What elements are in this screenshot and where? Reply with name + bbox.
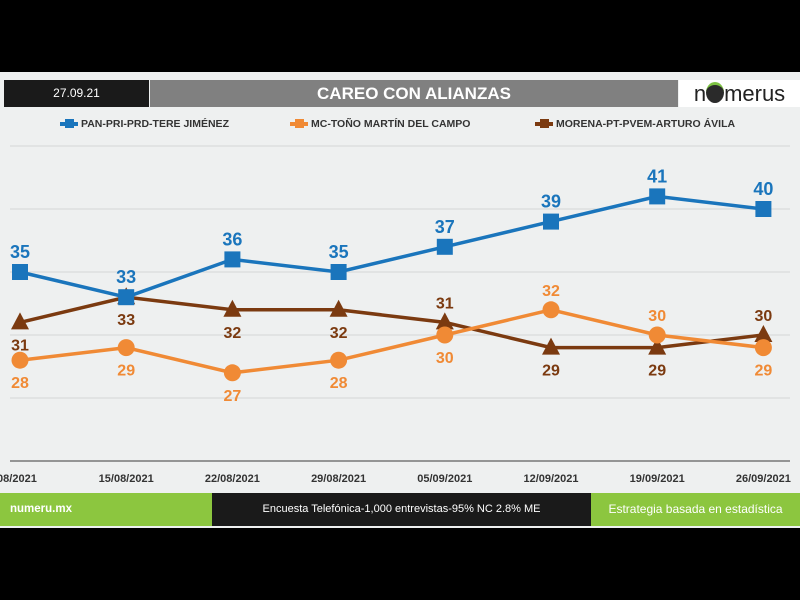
legend-item-mc: MC-TOÑO MARTÍN DEL CAMPO: [290, 118, 470, 130]
x-tick-label: /08/2021: [0, 473, 37, 485]
x-tick-label: 05/09/2021: [417, 473, 472, 485]
data-point: [330, 351, 348, 369]
data-label: 35: [10, 242, 30, 262]
data-label: 36: [222, 229, 242, 249]
data-point: [223, 364, 241, 382]
data-label: 35: [329, 242, 349, 262]
numerus-logo: n merus: [679, 80, 800, 107]
data-label: 30: [648, 308, 666, 325]
data-label: 33: [116, 267, 136, 287]
data-point: [648, 337, 667, 355]
data-point: [118, 289, 135, 306]
data-label: 40: [753, 179, 773, 199]
series-line: [19, 295, 764, 350]
data-label: 29: [117, 363, 135, 380]
data-point: [11, 312, 29, 330]
data-point: [649, 188, 666, 205]
data-point: [543, 213, 559, 230]
legend-item-pan: PAN-PRI-PRD-TERE JIMÉNEZ: [60, 118, 229, 130]
data-label: 30: [755, 308, 773, 325]
data-point: [648, 326, 666, 344]
footer-slogan: Estrategia basada en estadística: [591, 493, 800, 526]
data-point: [330, 264, 347, 280]
chart-title: CAREO CON ALIANZAS: [150, 80, 678, 107]
data-point: [223, 299, 242, 317]
data-point: [117, 339, 135, 357]
legend-marker-icon: [535, 119, 553, 128]
x-tick-label: 26/09/2021: [736, 473, 791, 485]
data-point: [436, 238, 453, 255]
legend-item-morena: MORENA-PT-PVEM-ARTURO ÁVILA: [535, 118, 735, 130]
data-label: 30: [436, 350, 454, 367]
footer-website: numeru.mx: [0, 493, 212, 526]
legend-label: PAN-PRI-PRD-TERE JIMÉNEZ: [81, 118, 229, 130]
data-label: 33: [117, 312, 135, 329]
series-line: [19, 308, 764, 375]
data-label: 31: [11, 337, 29, 354]
data-label: 31: [436, 295, 454, 312]
data-label: 29: [648, 363, 666, 380]
legend-marker-icon: [60, 119, 78, 128]
data-label: 39: [541, 192, 561, 212]
x-tick-label: 15/08/2021: [99, 473, 154, 485]
data-label: 27: [224, 388, 242, 405]
x-tick-label: 22/08/2021: [205, 473, 260, 485]
data-label: 29: [542, 363, 560, 380]
x-tick-label: 19/09/2021: [630, 473, 685, 485]
data-point: [12, 264, 28, 280]
date-label: 27.09.21: [4, 80, 149, 107]
data-point: [224, 251, 241, 268]
data-point: [542, 337, 560, 355]
data-point: [755, 201, 772, 217]
data-point: [542, 301, 560, 319]
data-point: [754, 325, 773, 342]
data-label: 32: [224, 325, 242, 342]
data-label: 28: [11, 375, 29, 392]
series-line: [19, 194, 764, 300]
data-label: 41: [647, 166, 667, 186]
legend-marker-icon: [290, 119, 308, 128]
data-point: [436, 326, 454, 344]
footer-methodology: Encuesta Telefónica-1,000 entrevistas-95…: [212, 493, 591, 526]
data-label: 29: [755, 363, 773, 380]
data-label: 37: [435, 217, 455, 237]
data-label: 32: [330, 325, 348, 342]
legend-label: MC-TOÑO MARTÍN DEL CAMPO: [311, 118, 471, 130]
x-tick-label: 29/08/2021: [311, 473, 366, 485]
x-tick-label: 12/09/2021: [523, 473, 578, 485]
data-point: [329, 299, 348, 317]
data-point: [754, 339, 772, 357]
data-label: 28: [330, 375, 348, 392]
data-label: 32: [542, 283, 560, 300]
data-point: [435, 312, 454, 330]
data-point: [11, 351, 29, 369]
legend-label: MORENA-PT-PVEM-ARTURO ÁVILA: [556, 118, 736, 130]
